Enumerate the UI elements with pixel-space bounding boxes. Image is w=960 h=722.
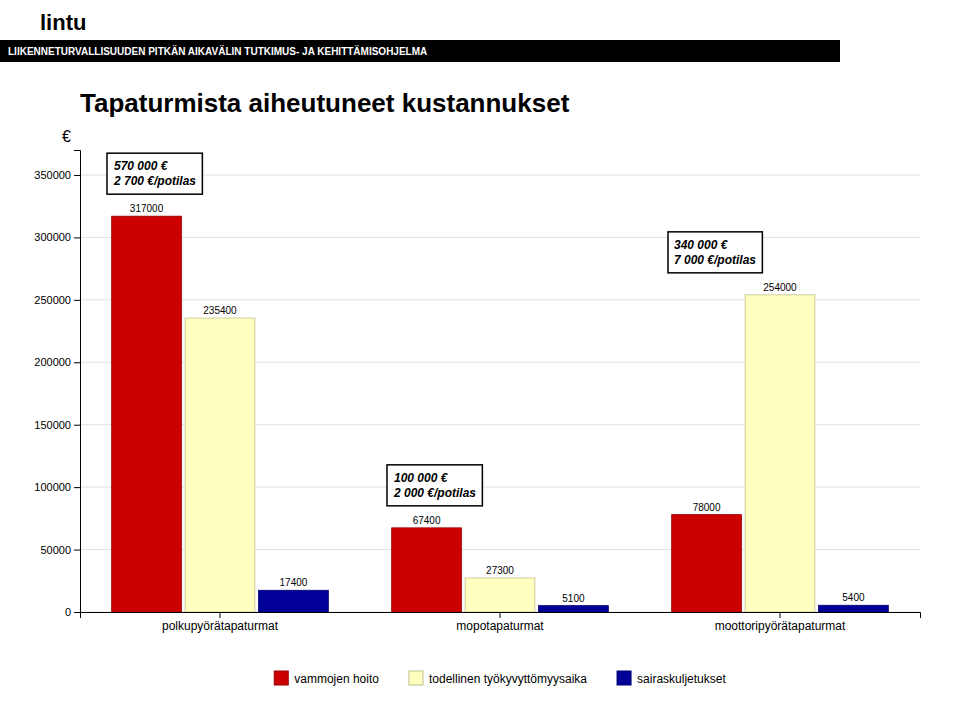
bar (672, 515, 742, 612)
x-tick: mopotapaturmat (456, 612, 544, 633)
legend-swatch (274, 671, 288, 685)
data-label: 5400 (842, 592, 865, 603)
y-tick-mark (74, 175, 80, 176)
grid (80, 175, 920, 612)
title: Tapaturmista aiheutuneet kustannukset (80, 88, 570, 118)
x-tick-label: polkupyörätapaturmat (162, 619, 279, 633)
legend: vammojen hoito todellinen työkyvyttömyysa… (274, 671, 726, 686)
annotation-box (387, 465, 482, 506)
y-tick: 200000 (34, 356, 80, 368)
data-label: 317000 (130, 203, 164, 214)
data-label: 235400 (203, 305, 237, 316)
grid-line (80, 174, 920, 175)
y-tick-mark (74, 550, 80, 551)
subtitle: LIIKENNETURVALLISUUDEN PITKÄN AIKAVÄLIN … (8, 45, 427, 57)
plot: 0 50000 100000 150000 200000 250000 300000 3500… (34, 151, 920, 633)
legend-label: sairaskuljetukset (637, 672, 726, 686)
y-tick: 300000 (34, 231, 80, 243)
x-tick: moottoripyörätapaturmat (715, 612, 846, 633)
legend-swatch (409, 671, 423, 685)
data-labels: 317000 67400 78000 235400 27300 254000 17400 51… (130, 203, 865, 603)
y-axis-title: € (62, 128, 71, 145)
y-tick-label: 150000 (34, 419, 71, 431)
bar (392, 528, 462, 612)
data-label: 17400 (280, 577, 308, 588)
annotation-text: 570 000 €2 700 €/potilas (113, 159, 196, 188)
data-label: 27300 (486, 565, 514, 576)
annotation-text: 340 000 €7 000 €/potilas (674, 238, 756, 267)
x-tick-label: mopotapaturmat (456, 619, 544, 633)
chart: lintu LIIKENNETURVALLISUUDEN PITKÄN AIKAV… (0, 0, 960, 722)
bar (539, 606, 609, 612)
x-axis: polkupyörätapaturmat mopotapaturmat mootto… (81, 612, 921, 633)
bar (112, 216, 182, 612)
series (185, 295, 815, 612)
y-tick-mark (74, 300, 80, 301)
annotation: 340 000 €7 000 €/potilas (668, 232, 762, 273)
banner (0, 40, 840, 62)
y-tick: 250000 (34, 294, 80, 306)
annotation: 570 000 €2 700 €/potilas (107, 153, 202, 194)
legend-item: todellinen työkyvyttömyysaika (409, 671, 587, 686)
y-tick-label: 300000 (34, 231, 71, 243)
bar (819, 605, 889, 612)
bar (745, 295, 815, 612)
y-tick-mark (74, 237, 80, 238)
data-label: 78000 (693, 502, 721, 513)
x-tick-mark (500, 612, 501, 618)
x-tick-mark (220, 612, 221, 618)
annotation-box (668, 232, 762, 273)
y-tick-label: 100000 (34, 481, 71, 493)
y-tick: 350000 (34, 169, 80, 181)
series (259, 590, 889, 612)
y-axis: 0 50000 100000 150000 200000 250000 300000 3500… (34, 151, 80, 619)
bar (185, 318, 255, 612)
series (112, 216, 742, 612)
bar (465, 578, 535, 612)
legend-item: vammojen hoito (274, 671, 379, 686)
data-label: 67400 (413, 515, 441, 526)
y-tick-label: 250000 (34, 294, 71, 306)
y-tick: 100000 (34, 481, 80, 493)
annotations: 570 000 €2 700 €/potilas 100 000 €2 000 €… (107, 153, 762, 506)
y-axis-line (74, 151, 81, 613)
y-tick-mark (74, 425, 80, 426)
y-tick-mark (74, 362, 80, 363)
y-tick-label: 50000 (40, 544, 71, 556)
data-label: 5100 (562, 593, 585, 604)
y-tick: 50000 (40, 544, 80, 556)
legend-swatch (617, 671, 631, 685)
grid-line (80, 237, 920, 238)
bar (259, 590, 329, 612)
bars (112, 216, 889, 612)
legend-label: vammojen hoito (294, 672, 379, 686)
x-axis-line (81, 613, 921, 619)
x-tick-label: moottoripyörätapaturmat (715, 619, 846, 633)
annotation: 100 000 €2 000 €/potilas (387, 465, 482, 506)
y-tick: 150000 (34, 419, 80, 431)
y-tick-label: 200000 (34, 356, 71, 368)
y-tick-label: 350000 (34, 169, 71, 181)
data-label: 254000 (763, 282, 797, 293)
annotation-box (107, 153, 202, 194)
legend-item: sairaskuljetukset (617, 671, 726, 686)
y-tick: 0 (65, 606, 80, 618)
x-tick: polkupyörätapaturmat (162, 612, 279, 633)
annotation-text: 100 000 €2 000 €/potilas (393, 471, 476, 500)
logo-text: lintu (40, 10, 86, 35)
x-tick-mark (780, 612, 781, 618)
y-tick-label: 0 (65, 606, 71, 618)
y-tick-mark (74, 612, 80, 613)
y-tick-mark (74, 487, 80, 488)
legend-label: todellinen työkyvyttömyysaika (429, 672, 587, 686)
